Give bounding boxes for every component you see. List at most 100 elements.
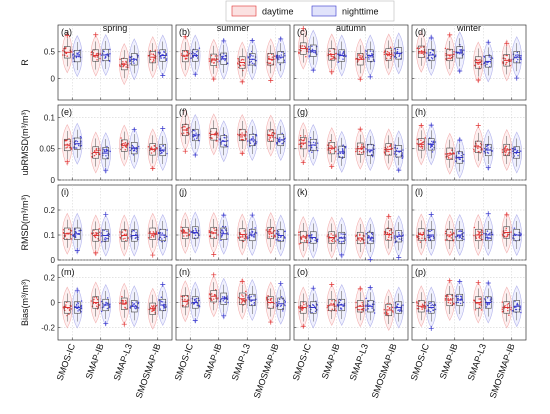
data-point-daytime xyxy=(505,150,507,152)
data-point-daytime xyxy=(152,53,155,56)
data-point-nighttime xyxy=(308,46,310,48)
data-point-daytime xyxy=(304,237,307,239)
panel-label: (k) xyxy=(297,187,308,197)
data-point-nighttime xyxy=(339,299,342,302)
data-point-daytime xyxy=(363,242,366,244)
y-tick-label: 0.5 xyxy=(44,48,56,57)
outlier-nighttime xyxy=(485,165,491,171)
data-point-daytime xyxy=(453,152,455,154)
data-point-daytime xyxy=(449,235,451,237)
data-point-nighttime xyxy=(284,304,286,307)
data-point-daytime xyxy=(383,152,386,154)
data-point-daytime xyxy=(185,128,188,130)
data-point-nighttime xyxy=(106,307,109,310)
data-point-daytime xyxy=(99,53,101,55)
data-point-daytime xyxy=(419,241,422,243)
panel-label: (l) xyxy=(415,187,423,197)
panel-label: (j) xyxy=(179,187,187,197)
legend-swatch-daytime xyxy=(231,5,257,17)
data-point-daytime xyxy=(240,59,243,61)
data-point-daytime xyxy=(268,228,271,231)
data-point-nighttime xyxy=(371,307,373,309)
data-point-daytime xyxy=(266,299,268,301)
data-point-nighttime xyxy=(516,303,519,306)
data-point-daytime xyxy=(361,301,364,304)
data-point-nighttime xyxy=(430,235,432,238)
data-point-daytime xyxy=(153,307,156,309)
data-point-nighttime xyxy=(365,56,367,59)
legend: daytime nighttime xyxy=(225,0,395,22)
data-point-nighttime xyxy=(80,304,83,307)
data-point-nighttime xyxy=(398,55,400,57)
data-point-daytime xyxy=(505,63,507,66)
data-point-daytime xyxy=(271,131,274,134)
data-point-daytime xyxy=(154,54,156,57)
y-axis-label-R: R xyxy=(20,59,30,66)
data-point-daytime xyxy=(476,59,478,61)
outlier-nighttime xyxy=(485,280,491,286)
data-point-nighttime xyxy=(459,302,462,305)
data-point-daytime xyxy=(510,59,512,61)
data-point-nighttime xyxy=(308,55,311,58)
data-point-daytime xyxy=(211,58,213,60)
data-point-nighttime xyxy=(434,303,436,306)
data-point-daytime xyxy=(481,233,483,236)
data-point-daytime xyxy=(481,229,483,231)
data-point-daytime xyxy=(94,236,97,239)
panel-label: (g) xyxy=(297,107,308,117)
data-point-daytime xyxy=(444,230,447,233)
data-point-daytime xyxy=(383,233,386,236)
data-point-daytime xyxy=(269,299,272,301)
data-point-nighttime xyxy=(368,230,371,233)
data-point-nighttime xyxy=(369,304,371,307)
data-point-nighttime xyxy=(109,53,111,55)
data-point-nighttime xyxy=(132,146,135,148)
data-point-daytime xyxy=(447,301,450,304)
data-point-daytime xyxy=(306,48,308,51)
data-point-daytime xyxy=(119,64,121,66)
data-point-nighttime xyxy=(393,52,396,54)
data-point-nighttime xyxy=(483,232,485,235)
data-point-daytime xyxy=(505,229,507,232)
data-point-nighttime xyxy=(431,148,434,150)
data-point-nighttime xyxy=(190,57,192,59)
data-point-daytime xyxy=(501,61,504,63)
data-point-nighttime xyxy=(105,155,107,157)
data-point-nighttime xyxy=(486,230,489,232)
data-point-nighttime xyxy=(247,237,249,240)
data-point-daytime xyxy=(477,230,479,232)
data-point-daytime xyxy=(95,53,98,55)
data-point-daytime xyxy=(265,229,268,231)
data-point-daytime xyxy=(385,311,388,313)
data-point-nighttime xyxy=(196,136,198,138)
panel-c: (c) autumn xyxy=(293,23,409,101)
data-point-nighttime xyxy=(190,231,193,233)
data-point-daytime xyxy=(390,55,392,58)
outlier-daytime xyxy=(93,32,99,38)
data-point-nighttime xyxy=(432,141,435,144)
panel-g: (g) xyxy=(293,104,409,181)
data-point-nighttime xyxy=(311,48,314,51)
data-point-nighttime xyxy=(131,302,134,304)
data-point-daytime xyxy=(70,308,73,310)
outlier-nighttime xyxy=(160,125,166,131)
data-point-nighttime xyxy=(489,232,491,234)
data-point-nighttime xyxy=(401,234,404,237)
data-point-daytime xyxy=(124,307,127,309)
data-point-nighttime xyxy=(339,51,341,53)
data-point-nighttime xyxy=(74,236,77,239)
data-point-daytime xyxy=(305,55,307,58)
data-point-daytime xyxy=(269,228,272,231)
data-point-nighttime xyxy=(160,56,162,58)
data-point-nighttime xyxy=(402,304,404,306)
data-point-daytime xyxy=(332,240,334,243)
outlier-daytime xyxy=(447,32,453,38)
data-point-nighttime xyxy=(135,231,137,234)
data-point-nighttime xyxy=(402,149,404,151)
data-point-nighttime xyxy=(429,310,432,313)
outlier-nighttime xyxy=(428,211,434,217)
data-point-nighttime xyxy=(106,157,109,159)
data-point-nighttime xyxy=(365,50,367,52)
data-point-daytime xyxy=(184,58,187,60)
data-point-daytime xyxy=(388,145,391,147)
